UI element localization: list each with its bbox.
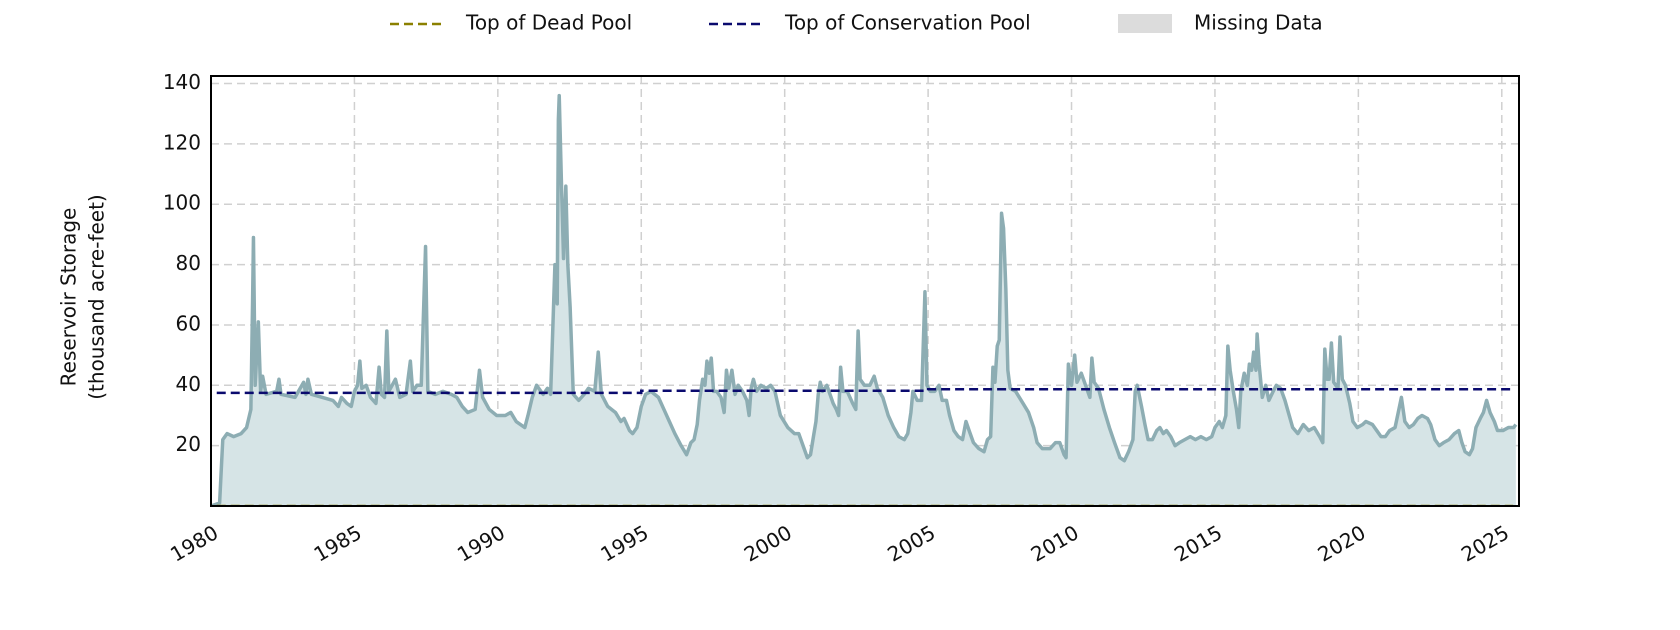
x-tick-label: 1995 bbox=[596, 520, 652, 566]
x-tick-label: 2020 bbox=[1314, 520, 1370, 566]
x-tick-label: 2005 bbox=[883, 520, 939, 566]
y-tick-label: 60 bbox=[176, 311, 201, 335]
x-tick-label: 2000 bbox=[740, 520, 796, 566]
x-tick-label: 2015 bbox=[1170, 520, 1226, 566]
y-axis-label: Reservoir Storage bbox=[57, 208, 81, 387]
storage-line bbox=[211, 93, 1518, 506]
y-tick-label: 40 bbox=[176, 372, 201, 396]
legend-swatch bbox=[1118, 14, 1172, 33]
y-tick-label: 20 bbox=[176, 432, 201, 456]
x-tick-label: 2025 bbox=[1457, 520, 1513, 566]
x-tick-label: 2010 bbox=[1027, 520, 1083, 566]
legend-label: Missing Data bbox=[1194, 11, 1323, 35]
y-tick-label: 100 bbox=[163, 191, 201, 215]
area-fill bbox=[211, 95, 1516, 506]
y-tick-label: 120 bbox=[163, 130, 201, 154]
legend-label: Top of Dead Pool bbox=[465, 11, 632, 35]
y-tick-label: 80 bbox=[176, 251, 201, 275]
x-tick-label: 1980 bbox=[166, 520, 222, 566]
x-tick-label: 1990 bbox=[453, 520, 509, 566]
y-axis-label: (thousand acre-feet) bbox=[85, 194, 109, 400]
reference-line bbox=[216, 387, 1514, 395]
x-tick-label: 1985 bbox=[310, 520, 366, 566]
plot-frame bbox=[210, 75, 1520, 507]
plot-area bbox=[211, 93, 1518, 506]
legend-label: Top of Conservation Pool bbox=[784, 11, 1031, 35]
y-tick-label: 140 bbox=[163, 70, 201, 94]
